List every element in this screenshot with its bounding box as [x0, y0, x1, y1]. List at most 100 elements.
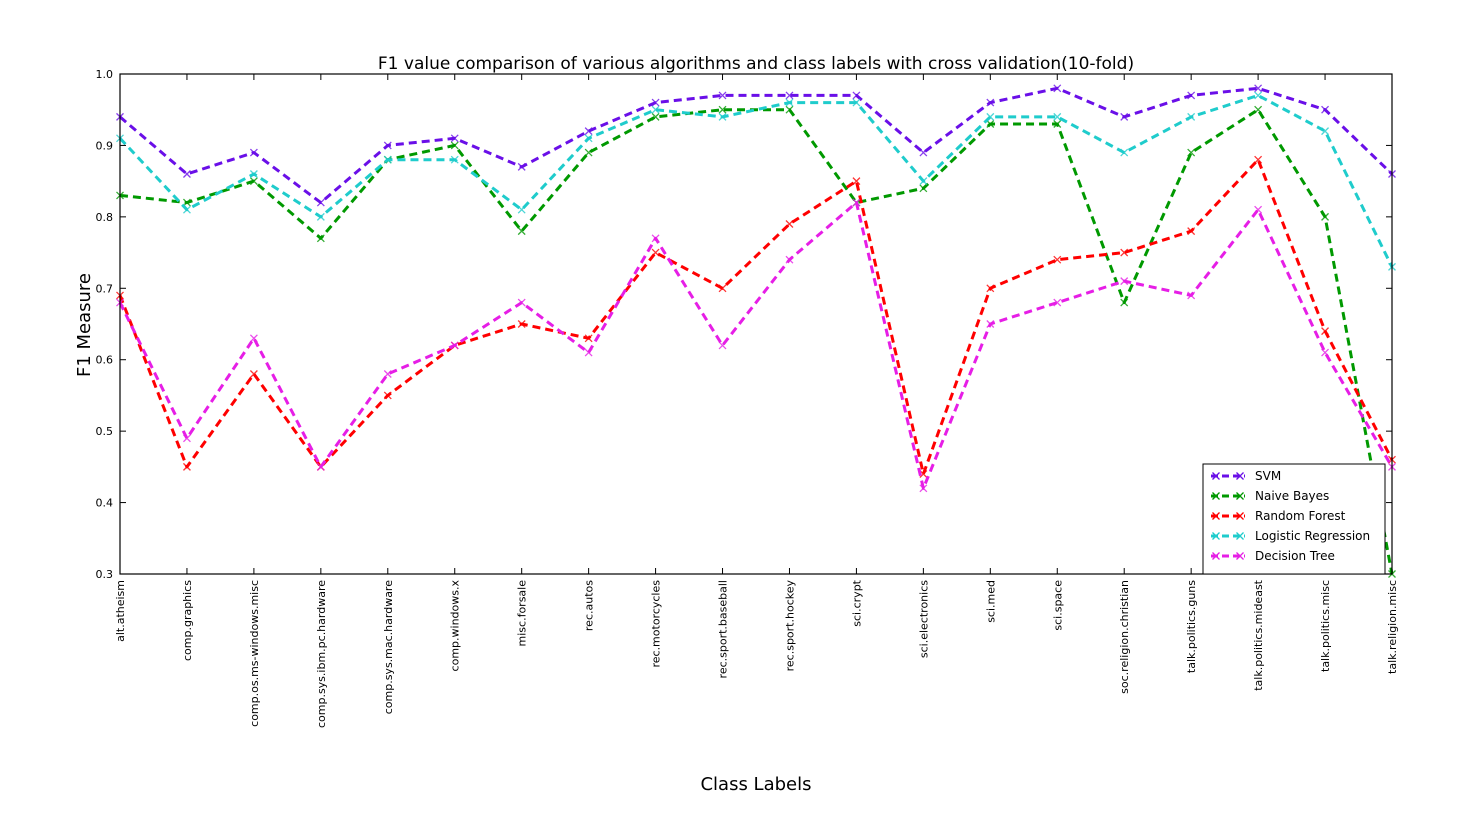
data-point — [651, 98, 660, 107]
legend-marker — [1212, 552, 1220, 560]
y-tick-label: 0.6 — [96, 354, 114, 367]
series-line — [118, 93, 1394, 268]
data-point — [517, 320, 526, 328]
legend-marker — [1212, 532, 1220, 540]
y-tick-label: 0.5 — [96, 425, 114, 438]
x-tick-label: comp.windows.x — [449, 580, 462, 672]
data-point — [383, 155, 392, 164]
data-point — [1053, 255, 1062, 264]
data-point — [1187, 227, 1196, 236]
data-point — [1053, 112, 1062, 121]
data-point — [919, 177, 928, 186]
data-point — [718, 112, 727, 121]
data-point — [1321, 327, 1330, 336]
data-point — [1187, 148, 1196, 157]
x-tick-label: talk.politics.guns — [1185, 580, 1198, 673]
y-axis-title: F1 Measure — [74, 273, 95, 377]
series-line — [118, 158, 1394, 476]
x-tick-label: soc.religion.christian — [1118, 580, 1131, 694]
data-point — [785, 255, 794, 264]
data-point — [450, 134, 459, 143]
series-line — [118, 201, 1394, 490]
data-point — [383, 391, 392, 400]
x-tick-label: talk.religion.misc — [1386, 580, 1399, 674]
x-tick-label: comp.os.ms-windows.misc — [248, 580, 261, 727]
data-point — [517, 298, 526, 307]
data-point — [517, 227, 526, 236]
legend: SVM Naive Bayes Random Forest Logistic Regr… — [1202, 463, 1386, 575]
data-point — [1321, 127, 1330, 136]
data-point — [919, 148, 928, 157]
x-tick-label: comp.sys.mac.hardware — [382, 580, 395, 714]
data-point — [182, 205, 191, 214]
data-point — [1187, 91, 1196, 100]
data-point — [1120, 277, 1129, 286]
data-point — [852, 198, 861, 207]
legend-marker — [1212, 512, 1220, 520]
x-tick-label: sci.crypt — [850, 579, 863, 626]
data-point — [986, 284, 995, 293]
legend-marker — [1236, 492, 1244, 500]
data-point — [718, 91, 727, 100]
data-point — [249, 370, 258, 378]
data-point — [785, 220, 794, 228]
legend-marker — [1212, 472, 1220, 480]
data-point — [182, 434, 191, 443]
data-point — [450, 155, 459, 164]
legend-marker — [1236, 512, 1244, 520]
legend-marker — [1236, 472, 1244, 480]
data-point — [852, 98, 861, 107]
legend-label: Decision Tree — [1255, 549, 1335, 563]
data-point — [316, 462, 325, 471]
x-tick-label: alt.atheism — [114, 580, 127, 642]
data-point — [1120, 148, 1129, 157]
data-point — [584, 148, 593, 157]
data-point — [517, 205, 526, 214]
series-line — [119, 108, 1394, 575]
data-point — [986, 98, 995, 107]
data-point — [1053, 84, 1062, 93]
data-point — [1254, 91, 1263, 100]
legend-label: Random Forest — [1255, 509, 1346, 523]
data-point — [651, 234, 660, 243]
x-tick-label: sci.med — [984, 580, 997, 623]
data-point — [919, 184, 928, 193]
data-point — [584, 334, 593, 343]
data-point — [785, 105, 794, 114]
legend-marker — [1236, 532, 1244, 540]
x-tick-label: talk.politics.mideast — [1252, 579, 1265, 690]
chart-title: F1 value comparison of various algorithm… — [378, 54, 1134, 74]
y-tick-label: 0.3 — [96, 568, 114, 581]
series-line — [119, 86, 1394, 205]
x-tick-label: comp.sys.ibm.pc.hardware — [315, 580, 328, 728]
data-point — [1321, 105, 1330, 114]
y-tick-label: 1.0 — [96, 68, 114, 81]
data-point — [316, 212, 325, 221]
data-point — [584, 127, 593, 136]
data-point — [383, 370, 392, 378]
legend-label: Naive Bayes — [1255, 489, 1329, 503]
data-point — [450, 141, 459, 150]
data-point — [651, 105, 660, 114]
axes: 0.3 0.4 0.5 0.6 0.7 0.8 0.9 1.0 alt.atheism comp.… — [96, 68, 1400, 728]
plot-frame — [119, 73, 1393, 575]
data-point — [651, 248, 660, 257]
data-point — [1321, 348, 1330, 357]
data-point — [919, 484, 928, 493]
data-point — [1120, 112, 1129, 121]
data-point — [1254, 155, 1263, 164]
data-point — [1120, 298, 1129, 307]
data-point — [316, 234, 325, 243]
x-tick-label: comp.graphics — [181, 580, 194, 661]
data-point — [249, 177, 258, 186]
legend-label: SVM — [1255, 469, 1281, 483]
data-point — [986, 320, 995, 328]
data-point — [1321, 212, 1330, 221]
x-axis-title: Class Labels — [700, 774, 811, 795]
data-point — [1053, 120, 1062, 128]
legend-marker — [1236, 552, 1244, 560]
x-tick-label: rec.autos — [583, 580, 596, 631]
data-point — [1187, 112, 1196, 121]
